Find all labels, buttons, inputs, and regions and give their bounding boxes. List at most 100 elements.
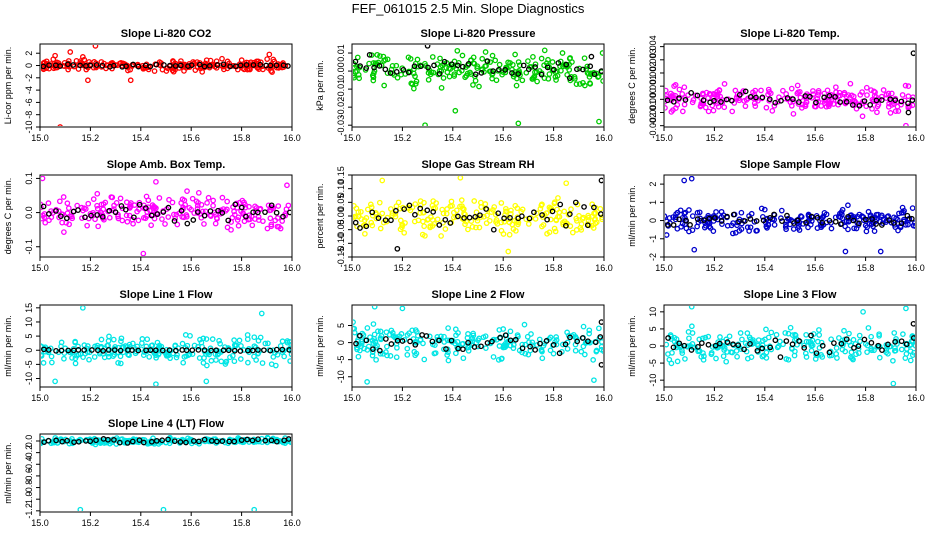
data-point-selected — [868, 339, 875, 346]
data-point-selected — [681, 342, 688, 349]
y-tick-label: -0.001 — [648, 100, 658, 126]
data-point-all — [710, 91, 717, 97]
data-point-selected — [519, 345, 526, 352]
data-point-all — [524, 333, 531, 340]
outlier-point-selected — [910, 50, 915, 57]
x-tick-label: 15.6 — [494, 133, 512, 143]
data-point-all — [567, 55, 573, 61]
data-point-all — [800, 221, 807, 227]
data-point-all — [105, 353, 112, 360]
data-point-all — [41, 440, 44, 447]
data-point-selected — [190, 438, 197, 444]
data-point-all — [528, 331, 534, 337]
data-point-selected — [676, 340, 683, 347]
data-point-all — [673, 336, 680, 342]
x-tick-label: 16.0 — [595, 393, 613, 403]
data-point-all — [717, 334, 723, 340]
data-point-selected — [532, 347, 539, 353]
y-axis-label: percent per min. — [315, 183, 325, 248]
data-point-selected — [201, 347, 208, 353]
data-point-selected — [194, 209, 201, 215]
data-point-selected — [736, 218, 742, 225]
data-point-selected — [796, 99, 802, 105]
data-point-all — [834, 98, 841, 104]
data-point-all — [598, 343, 603, 350]
data-point-all — [570, 331, 577, 338]
data-point-selected — [148, 438, 155, 445]
data-point-all — [598, 339, 603, 345]
data-point-selected — [201, 212, 208, 219]
data-point-all — [546, 71, 553, 77]
data-point-all — [507, 342, 514, 349]
data-point-selected — [873, 97, 880, 104]
outlier-point-all — [681, 177, 688, 184]
data-point-all — [674, 358, 681, 365]
data-point-all — [841, 89, 848, 96]
data-point-selected — [257, 61, 264, 68]
data-point-all — [503, 208, 510, 215]
data-point-all — [409, 327, 416, 334]
data-point-all — [143, 193, 150, 200]
y-tick-label: 2 — [24, 51, 34, 56]
data-point-all — [242, 201, 248, 208]
data-point-all — [845, 202, 851, 209]
data-point-selected — [195, 347, 202, 353]
data-point-selected — [231, 347, 238, 354]
data-point-selected — [77, 62, 83, 69]
data-point-selected — [369, 209, 376, 216]
data-point-selected — [184, 220, 191, 227]
data-point-all — [513, 82, 520, 89]
data-point-all — [550, 350, 557, 357]
data-point-all — [851, 225, 857, 232]
x-tick-label: 15.2 — [706, 133, 724, 143]
data-point-selected — [537, 340, 543, 347]
data-point-all — [412, 73, 418, 80]
data-point-selected — [250, 62, 257, 68]
data-point-all — [573, 81, 580, 88]
data-point-all — [785, 330, 792, 337]
data-point-selected — [417, 205, 424, 212]
data-point-selected — [57, 63, 64, 69]
data-point-all — [173, 354, 180, 361]
data-point-all — [538, 55, 545, 62]
data-point-all — [188, 438, 195, 445]
data-point-all — [460, 206, 467, 213]
data-point-all — [425, 76, 432, 83]
data-point-all — [826, 98, 832, 105]
x-tick-label: 15.0 — [343, 393, 361, 403]
x-tick-label: 15.2 — [394, 393, 412, 403]
data-point-selected — [94, 212, 101, 218]
data-point-selected — [753, 94, 759, 101]
data-point-selected — [665, 222, 671, 228]
data-point-selected — [543, 338, 550, 344]
data-point-all — [909, 352, 915, 358]
data-point-all — [839, 206, 846, 213]
panel-9: Slope Line 3 Flow ml/min per min. 15.0 15.2… — [627, 289, 925, 403]
data-point-selected — [161, 62, 167, 68]
data-point-all — [828, 336, 835, 343]
data-point-all — [694, 209, 701, 216]
data-point-selected — [905, 100, 911, 107]
data-point-selected — [75, 438, 82, 445]
data-point-all — [718, 208, 725, 215]
data-point-all — [427, 223, 434, 229]
data-point-all — [665, 213, 668, 219]
data-point-selected — [779, 218, 785, 224]
data-point-all — [41, 353, 45, 359]
data-point-all — [729, 108, 736, 115]
data-point-selected — [387, 70, 394, 76]
data-point-all — [668, 360, 675, 367]
data-point-selected — [747, 94, 754, 100]
data-point-all — [219, 194, 226, 201]
data-point-all — [118, 335, 125, 342]
data-point-all — [394, 74, 401, 81]
y-tick-label: -10 — [336, 370, 346, 383]
data-point-all — [598, 346, 603, 353]
data-point-all — [482, 63, 488, 70]
data-point-selected — [65, 61, 71, 68]
x-tick-label: 16.0 — [595, 263, 613, 273]
data-point-selected — [526, 215, 533, 222]
data-point-selected — [497, 334, 503, 341]
data-point-all — [498, 356, 505, 362]
data-point-selected — [147, 63, 154, 70]
